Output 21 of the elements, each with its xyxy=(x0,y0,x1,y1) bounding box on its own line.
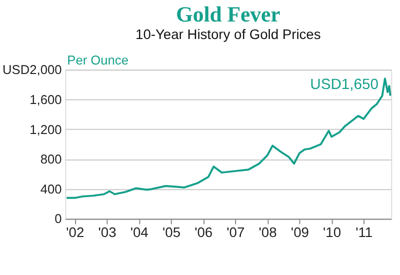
x-tick-label: '03 xyxy=(98,224,117,240)
chart-subtitle: 10-Year History of Gold Prices xyxy=(136,26,321,42)
chart-title: Gold Fever xyxy=(176,2,281,26)
x-tick-label: '07 xyxy=(226,224,245,240)
y-tick-label: 1,600 xyxy=(30,92,62,107)
x-tick-label: '02 xyxy=(66,224,84,240)
y-tick-label: 0 xyxy=(54,211,62,226)
x-tick-label: '04 xyxy=(130,224,149,240)
x-tick-label: '10 xyxy=(323,224,342,240)
y-tick-label: 800 xyxy=(40,152,62,167)
y-axis-title: Per Ounce xyxy=(67,52,128,68)
x-tick-label: '06 xyxy=(194,224,213,240)
x-tick-label: '08 xyxy=(258,224,278,240)
y-tick-label: 1,200 xyxy=(30,122,62,137)
annotation: USD1,650 xyxy=(310,76,378,93)
x-tick-label: '05 xyxy=(162,224,181,240)
x-tick-label: '09 xyxy=(290,224,310,240)
y-tick-label: 400 xyxy=(40,181,62,196)
x-tick-label: '11 xyxy=(356,224,373,240)
line-series xyxy=(66,78,392,199)
y-tick-label: USD2,000 xyxy=(2,62,62,78)
